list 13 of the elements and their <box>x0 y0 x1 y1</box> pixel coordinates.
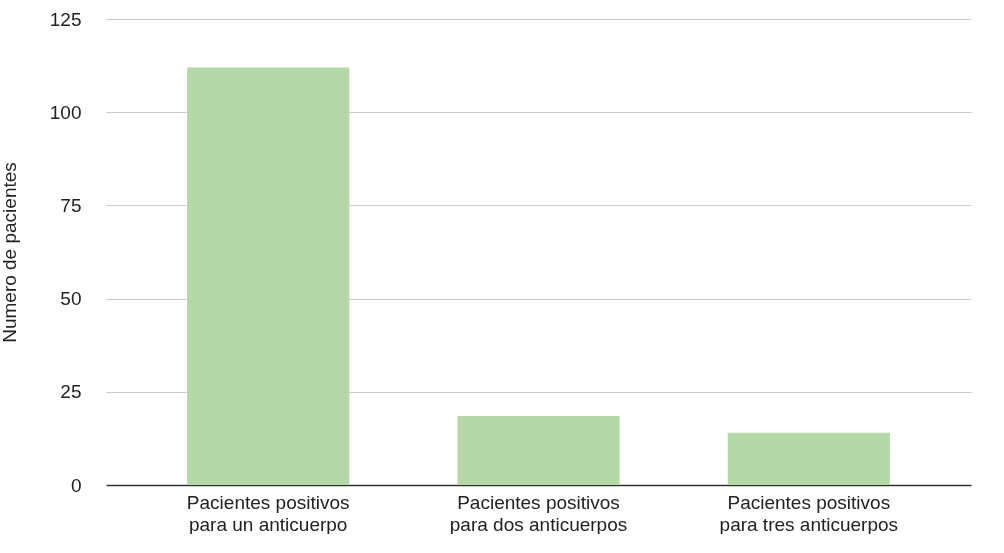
y-tick-label: 75 <box>60 194 82 216</box>
x-tick-label: Pacientes positivos para tres anticuerpos <box>719 491 899 535</box>
bar <box>457 416 620 485</box>
y-tick-label: 50 <box>60 288 82 310</box>
y-tick-label: 25 <box>60 381 82 403</box>
x-tick-label: Pacientes positivos para dos anticuerpos <box>449 491 628 535</box>
bar <box>727 432 890 485</box>
y-tick-label: 100 <box>49 101 82 123</box>
y-axis-title: Numero de pacientes <box>0 162 20 343</box>
y-tick-label: 0 <box>70 474 82 496</box>
bar <box>187 67 350 485</box>
y-tick-label: 125 <box>49 8 82 30</box>
x-tick-label: Pacientes positivos para un anticuerpo <box>186 491 350 535</box>
